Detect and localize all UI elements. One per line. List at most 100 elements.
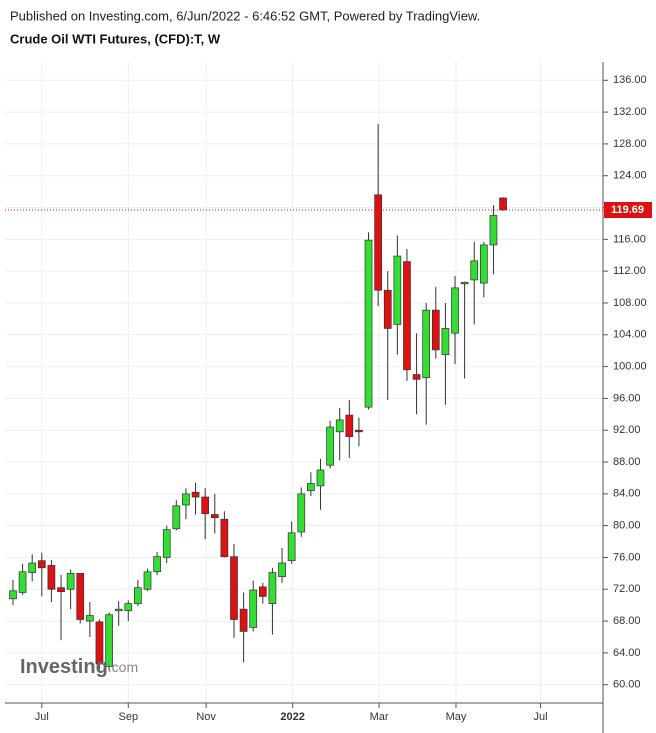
candle-body	[335, 419, 344, 433]
candle-body	[451, 287, 459, 334]
candle-body	[422, 309, 431, 379]
candle	[143, 568, 152, 591]
candle	[210, 493, 219, 534]
candle-body	[57, 587, 65, 593]
candle-body	[239, 608, 248, 632]
y-tick-label: 108.00	[613, 297, 647, 309]
candle	[76, 573, 85, 624]
candle-body	[345, 414, 354, 437]
candle-body	[393, 255, 402, 325]
candle	[239, 592, 248, 663]
candle	[37, 552, 46, 597]
y-tick-label: 136.00	[613, 74, 647, 86]
candle	[95, 619, 104, 669]
candle	[18, 563, 27, 595]
y-tick-label: 96.00	[613, 392, 641, 404]
candle-body	[489, 215, 498, 246]
candle-body	[66, 573, 75, 590]
candle-body	[268, 572, 277, 604]
candle-body	[460, 281, 469, 285]
candle-body	[210, 514, 219, 519]
x-tick-label: Jul	[534, 711, 548, 723]
candle	[182, 488, 190, 520]
candle	[345, 399, 354, 459]
candle-body	[230, 556, 238, 620]
candle-body	[95, 621, 104, 665]
candle	[316, 458, 325, 510]
candle	[268, 567, 277, 635]
candle-body	[364, 239, 373, 408]
y-tick-label: 128.00	[613, 138, 647, 150]
candle	[470, 241, 479, 325]
candle	[134, 579, 142, 606]
x-tick-label: Mar	[370, 711, 389, 723]
candle-body	[105, 614, 113, 667]
candle	[114, 601, 123, 626]
candle-body	[162, 529, 171, 558]
candle-body	[297, 493, 306, 533]
logo-main: Investing	[20, 656, 108, 678]
candle	[86, 601, 94, 637]
x-tick-label: Sep	[119, 711, 139, 723]
candle	[287, 521, 296, 564]
candle	[307, 472, 315, 497]
candle	[278, 547, 286, 583]
y-tick-label: 88.00	[613, 456, 641, 468]
candle	[374, 124, 382, 307]
candle	[364, 232, 373, 410]
y-tick-label: 116.00	[613, 233, 646, 245]
candle	[412, 333, 421, 415]
candle-body	[124, 603, 133, 612]
candle-body	[258, 586, 267, 597]
candle	[105, 612, 113, 671]
logo-suffix: .com	[108, 659, 138, 675]
candle-body	[143, 571, 152, 590]
y-tick-label: 60.00	[613, 679, 641, 691]
y-tick-label: 76.00	[613, 551, 641, 563]
candle-body	[470, 260, 479, 281]
candle-body	[191, 491, 200, 498]
y-tick-label: 124.00	[613, 170, 647, 182]
candle-body	[37, 560, 46, 569]
candle	[258, 582, 267, 604]
candle-body	[249, 589, 258, 628]
candle-body	[220, 518, 229, 558]
candle	[230, 543, 238, 638]
candle-body	[499, 197, 507, 211]
candle-body	[76, 573, 85, 620]
candle	[191, 482, 200, 515]
candle	[355, 417, 363, 447]
candle	[489, 205, 498, 275]
candle-body	[18, 571, 27, 593]
candle-body	[278, 562, 286, 577]
candle	[47, 559, 56, 602]
header: Published on Investing.com, 6/Jun/2022 -…	[10, 8, 480, 23]
candle-body	[307, 483, 315, 492]
candle	[451, 275, 459, 365]
candle	[57, 574, 65, 641]
candle	[383, 271, 392, 400]
y-tick-label: 80.00	[613, 520, 641, 532]
candle-body	[9, 590, 17, 600]
candle-body	[316, 469, 325, 487]
candle-body	[114, 608, 123, 612]
candle	[153, 551, 161, 575]
y-tick-label: 68.00	[613, 615, 641, 627]
candle	[431, 287, 440, 359]
candle-body	[403, 261, 411, 371]
x-tick-label: May	[446, 711, 467, 723]
candle-body	[355, 429, 363, 433]
y-tick-label: 64.00	[613, 647, 641, 659]
candle-body	[412, 374, 421, 380]
y-tick-label: 100.00	[613, 361, 647, 373]
candle-body	[86, 615, 94, 622]
y-tick-label: 104.00	[613, 329, 647, 341]
last-price-box	[604, 202, 652, 219]
candle	[335, 407, 344, 461]
candle-body	[479, 244, 488, 284]
y-tick-label: 112.00	[613, 265, 646, 277]
candle	[403, 248, 411, 381]
candle-body	[287, 532, 296, 561]
candle	[460, 281, 469, 379]
